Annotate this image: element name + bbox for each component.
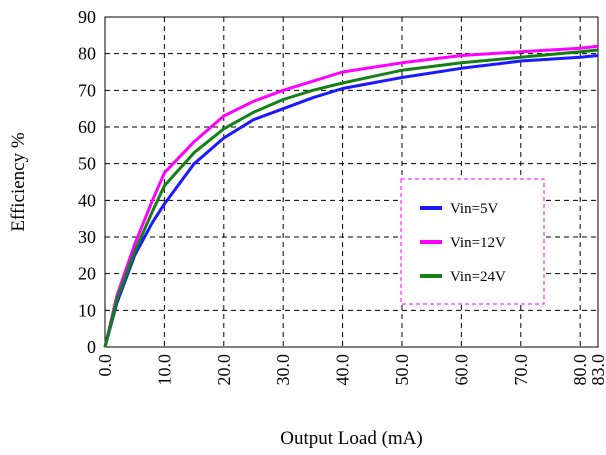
x-tick-label: 20.0 xyxy=(214,354,234,386)
legend: Vin=5V Vin=12V Vin=24V xyxy=(400,178,545,305)
x-tick-label: 83.0 xyxy=(588,354,606,386)
y-tick-label: 80 xyxy=(78,44,96,64)
series-line xyxy=(103,44,599,348)
y-tick-label: 40 xyxy=(78,190,96,210)
x-tick-label: 0.0 xyxy=(95,354,115,377)
y-axis: 0 10 20 30 40 50 60 70 80 90 xyxy=(78,7,96,357)
legend-label: Vin=5V xyxy=(450,201,499,217)
x-tick-label: 70.0 xyxy=(511,354,531,386)
x-tick-label: 30.0 xyxy=(273,354,293,386)
series-line xyxy=(103,48,599,348)
series-layer xyxy=(103,44,599,348)
y-axis-title: Efficiency % xyxy=(8,132,29,232)
y-tick-label: 0 xyxy=(87,337,96,357)
x-axis-title: Output Load (mA) xyxy=(280,428,422,449)
x-tick-label: 50.0 xyxy=(392,354,412,386)
y-tick-label: 30 xyxy=(78,227,96,247)
y-tick-label: 90 xyxy=(78,7,96,27)
legend-label: Vin=12V xyxy=(450,235,506,251)
legend-label: Vin=24V xyxy=(450,269,506,285)
x-tick-label: 10.0 xyxy=(154,354,174,386)
y-tick-label: 50 xyxy=(78,154,96,174)
y-tick-label: 10 xyxy=(78,300,96,320)
x-tick-label: 60.0 xyxy=(451,354,471,386)
plot-area xyxy=(104,16,599,348)
y-tick-label: 60 xyxy=(78,117,96,137)
x-tick-label: 40.0 xyxy=(333,354,353,386)
series-line xyxy=(103,54,599,348)
x-tick-label: 80.0 xyxy=(570,354,590,386)
x-axis: 0.0 10.0 20.0 30.0 40.0 50.0 60.0 70.0 80.083.0 xyxy=(95,354,606,386)
y-tick-label: 70 xyxy=(78,80,96,100)
y-tick-label: 20 xyxy=(78,264,96,284)
